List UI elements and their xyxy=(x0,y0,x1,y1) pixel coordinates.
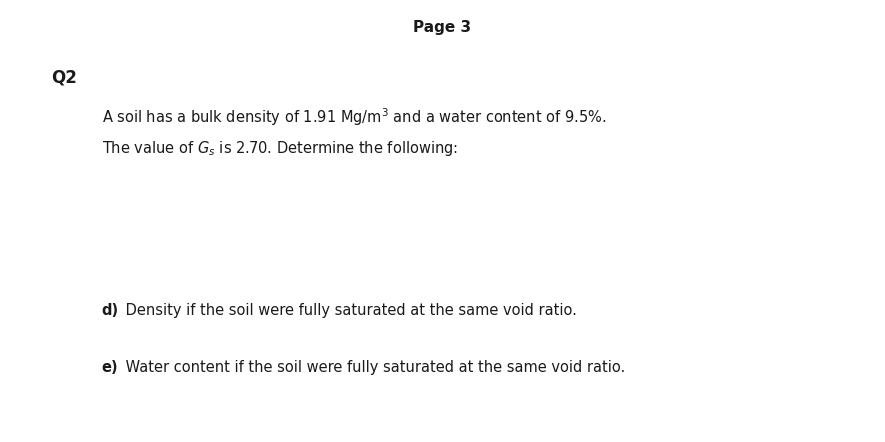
Text: Q2: Q2 xyxy=(51,69,77,87)
Text: Water content if the soil were fully saturated at the same void ratio.: Water content if the soil were fully sat… xyxy=(121,360,626,375)
Text: A soil has a bulk density of 1.91 Mg/m$^3$ and a water content of 9.5%.: A soil has a bulk density of 1.91 Mg/m$^… xyxy=(102,106,606,128)
Text: d): d) xyxy=(102,303,119,318)
Text: Density if the soil were fully saturated at the same void ratio.: Density if the soil were fully saturated… xyxy=(121,303,577,318)
Text: Page 3: Page 3 xyxy=(413,20,472,35)
Text: e): e) xyxy=(102,360,119,375)
Text: The value of $G_s$ is 2.70. Determine the following:: The value of $G_s$ is 2.70. Determine th… xyxy=(102,139,458,158)
